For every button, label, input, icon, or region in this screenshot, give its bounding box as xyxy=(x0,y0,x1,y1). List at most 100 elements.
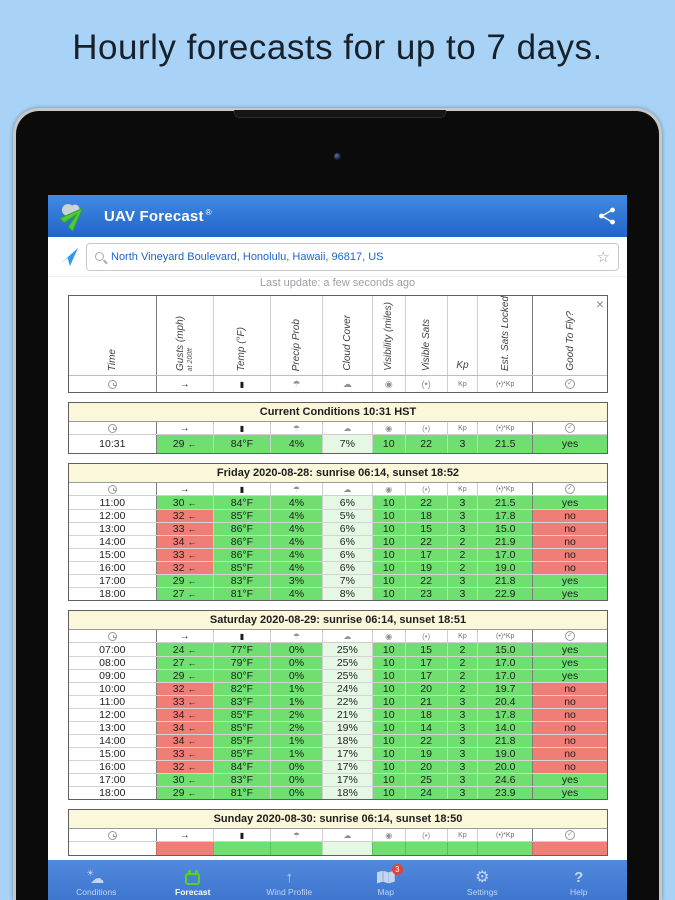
cell: 0% xyxy=(270,774,322,786)
app-header-bar: UAV Forecast ® xyxy=(48,195,627,237)
cloud-icon: ☁ xyxy=(321,630,372,642)
table-row: 11:00 33 ← 83°F 1% 22% 10 21 3 20.4 no xyxy=(69,695,607,708)
wind-icon: → xyxy=(155,483,213,495)
cell: 7% xyxy=(321,435,372,453)
cell: no xyxy=(532,683,607,695)
cell: no xyxy=(532,761,607,773)
registered-mark: ® xyxy=(205,207,212,217)
wind-direction-arrow: ← xyxy=(187,684,197,694)
cell: 10 xyxy=(371,683,405,695)
cell: 20 xyxy=(404,761,447,773)
cell: 23 xyxy=(404,588,447,600)
table-row: 15:00 33 ← 86°F 4% 6% 10 17 2 17.0 no xyxy=(69,548,607,561)
temp-icon: ▮ xyxy=(212,483,271,495)
cell: 5% xyxy=(321,510,372,522)
cell: 24% xyxy=(321,683,372,695)
cell: 14:00 xyxy=(69,735,156,747)
cell: 3 xyxy=(446,787,478,799)
cell: no xyxy=(532,735,607,747)
forecast-section: Current Conditions 10:31 HST → ▮ ☂ ☁ ◉ (•) Kp (•… xyxy=(68,402,608,454)
wind-direction-arrow: ← xyxy=(187,658,197,668)
temp-icon: ▮ xyxy=(212,829,271,841)
cell: 10 xyxy=(371,562,405,574)
cell: 1% xyxy=(270,683,322,695)
wind-direction-arrow: ← xyxy=(187,762,197,772)
table-row-partial xyxy=(69,842,607,855)
cell: 86°F xyxy=(212,536,271,548)
cell: 10 xyxy=(371,748,405,760)
column-header-visible-sats: Visible Sats xyxy=(404,296,447,375)
precip-icon: ☂ xyxy=(270,630,322,642)
cell: 3 xyxy=(446,709,478,721)
cell: 22% xyxy=(321,696,372,708)
check-circle-icon: ✓ xyxy=(532,630,607,642)
nav-item-map[interactable]: 3 Map xyxy=(338,860,435,900)
cell: 22 xyxy=(404,536,447,548)
cell: 3 xyxy=(446,748,478,760)
table-row: 11:00 30 ← 84°F 4% 6% 10 22 3 21.5 yes xyxy=(69,496,607,509)
cell: 10 xyxy=(371,709,405,721)
nav-item-help[interactable]: ? Help xyxy=(531,860,628,900)
nav-item-settings[interactable]: ⚙ Settings xyxy=(434,860,531,900)
nav-item-conditions[interactable]: ☀ ☁ Conditions xyxy=(48,860,145,900)
wind-direction-arrow: ← xyxy=(187,710,197,720)
share-icon[interactable] xyxy=(597,206,617,226)
nav-item-label: Conditions xyxy=(76,887,117,897)
temp-icon: ▮ xyxy=(212,376,271,392)
cell: 10 xyxy=(371,523,405,535)
kp-label: Kp xyxy=(446,630,478,642)
wind-icon: → xyxy=(155,422,213,434)
cell: 21.5 xyxy=(477,435,533,453)
cell: 15:00 xyxy=(69,748,156,760)
cell: 10 xyxy=(371,510,405,522)
cell: 85°F xyxy=(212,722,271,734)
cell: 17% xyxy=(321,774,372,786)
close-icon[interactable]: × xyxy=(595,296,604,312)
cell: 85°F xyxy=(212,709,271,721)
my-location-icon[interactable] xyxy=(58,246,80,268)
cell: 10:31 xyxy=(69,435,156,453)
cell: yes xyxy=(532,670,607,682)
cell: 32 ← xyxy=(155,510,213,522)
precip-icon: ☂ xyxy=(270,376,322,392)
cell: 85°F xyxy=(212,562,271,574)
cell: 19.0 xyxy=(477,562,533,574)
section-icons-row: → ▮ ☂ ☁ ◉ (•) Kp (•)*Kp ✓ xyxy=(69,630,607,643)
cell: 34 ← xyxy=(155,709,213,721)
cell: no xyxy=(532,748,607,760)
wind-direction-arrow: ← xyxy=(187,644,197,655)
cell: 18 xyxy=(404,709,447,721)
table-row: 07:00 24 ← 77°F 0% 25% 10 15 2 15.0 yes xyxy=(69,643,607,656)
cell: 17.8 xyxy=(477,709,533,721)
cell: 86°F xyxy=(212,549,271,561)
nav-item-wind-profile[interactable]: ↑ Wind Profile xyxy=(241,860,338,900)
wind-icon: → xyxy=(155,376,213,392)
cell: 79°F xyxy=(212,657,271,669)
cell: 22 xyxy=(404,735,447,747)
cell: 32 ← xyxy=(155,761,213,773)
cell: yes xyxy=(532,496,607,509)
cell: 22 xyxy=(404,575,447,587)
favorite-star-icon[interactable]: ☆ xyxy=(596,248,610,266)
tablet-camera xyxy=(334,153,341,160)
location-search-box[interactable]: ☆ xyxy=(86,242,619,271)
question-icon: ? xyxy=(574,868,584,886)
bottom-navigation: ☀ ☁ Conditions Forecast ↑ Wind Profile 3 Map ⚙ Se… xyxy=(48,860,627,900)
forecast-section: Saturday 2020-08-29: sunrise 06:14, suns… xyxy=(68,610,608,800)
visible-sats-icon: (•) xyxy=(404,829,447,841)
cell: 33 ← xyxy=(155,696,213,708)
visibility-icon: ◉ xyxy=(371,829,405,841)
cell: 85°F xyxy=(212,735,271,747)
forecast-scroll-area[interactable]: × Time Gusts (mph) at 200ft Temp (°F) Precip… xyxy=(48,293,627,860)
cell: 84°F xyxy=(212,761,271,773)
time-icon xyxy=(69,630,156,642)
cell: no xyxy=(532,722,607,734)
wind-direction-arrow: ← xyxy=(187,524,197,534)
location-input[interactable] xyxy=(111,250,591,263)
arrow-up-icon: ↑ xyxy=(285,868,294,886)
nav-item-forecast[interactable]: Forecast xyxy=(145,860,242,900)
cell: 10 xyxy=(371,496,405,509)
wind-direction-arrow: ← xyxy=(187,697,197,707)
wind-direction-arrow: ← xyxy=(187,537,197,547)
cell: 34 ← xyxy=(155,536,213,548)
